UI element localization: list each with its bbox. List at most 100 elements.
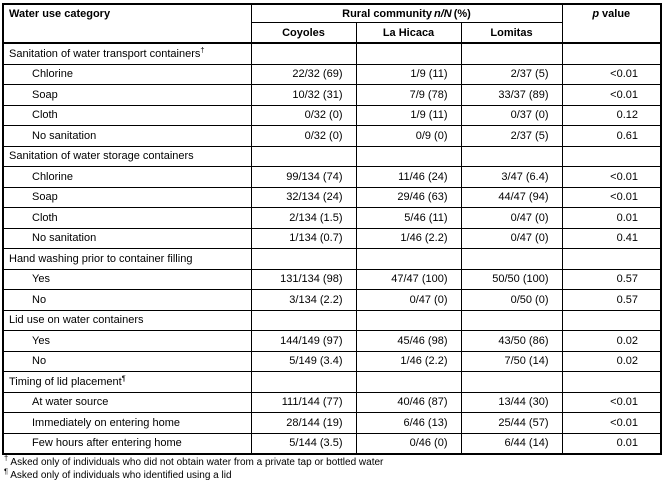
- value-cell-la-hicaca: 1/46 (2.2): [355, 350, 462, 372]
- value-cell-la-hicaca: 6/46 (13): [355, 412, 462, 434]
- row-label: Soap: [2, 84, 252, 106]
- value-cell-coyoles: 131/134 (98): [250, 268, 357, 290]
- footnote-marker: ¶: [4, 466, 9, 476]
- value-cell-la-hicaca: 7/9 (78): [355, 84, 462, 106]
- row-label: Immediately on entering home: [2, 412, 252, 434]
- row-label: No: [2, 289, 252, 311]
- value-cell-coyoles: 1/134 (0.7): [250, 227, 357, 249]
- col-header-coyoles: Coyoles: [250, 22, 357, 44]
- empty-cell: [460, 42, 563, 65]
- row-label: No sanitation: [2, 227, 252, 249]
- value-cell-la-hicaca: 40/46 (87): [355, 391, 462, 413]
- value-cell-la-hicaca: 1/9 (11): [355, 63, 462, 85]
- value-cell-la-hicaca: 5/46 (11): [355, 207, 462, 229]
- data-row-cloth: Cloth 2/134 (1.5) 5/46 (11) 0/47 (0) 0.01: [2, 207, 662, 229]
- value-cell-coyoles: 5/144 (3.5): [250, 432, 357, 455]
- section-row-timing-of-lid-placement: Timing of lid placement¶: [2, 371, 662, 393]
- p-value-cell: 0.61: [561, 125, 662, 147]
- section-row-sanitation-of-water-transport-containers: Sanitation of water transport containers…: [2, 42, 662, 65]
- empty-cell: [355, 371, 462, 393]
- row-label: Chlorine: [2, 63, 252, 85]
- col-header-category: Water use category: [2, 3, 252, 44]
- p-value-cell: <0.01: [561, 412, 662, 434]
- empty-cell: [250, 42, 357, 65]
- community-group-suffix: (%): [453, 7, 471, 20]
- p-value-cell: <0.01: [561, 166, 662, 188]
- data-row-chlorine: Chlorine 99/134 (74) 11/46 (24) 3/47 (6.4) <…: [2, 166, 662, 188]
- empty-cell: [460, 248, 563, 270]
- data-row-no-sanitation: No sanitation 0/32 (0) 0/9 (0) 2/37 (5) 0.61: [2, 125, 662, 147]
- section-label: Timing of lid placement¶: [2, 371, 252, 393]
- row-label: Soap: [2, 186, 252, 208]
- value-cell-lomitas: 33/37 (89): [460, 84, 563, 106]
- value-cell-lomitas: 0/50 (0): [460, 289, 563, 311]
- section-label: Hand washing prior to container filling: [2, 248, 252, 270]
- value-cell-la-hicaca: 1/46 (2.2): [355, 227, 462, 249]
- value-cell-lomitas: 13/44 (30): [460, 391, 563, 413]
- value-cell-coyoles: 28/144 (19): [250, 412, 357, 434]
- value-cell-la-hicaca: 11/46 (24): [355, 166, 462, 188]
- value-cell-lomitas: 0/37 (0): [460, 104, 563, 126]
- p-value-cell: 0.02: [561, 350, 662, 372]
- value-cell-la-hicaca: 47/47 (100): [355, 268, 462, 290]
- value-cell-coyoles: 99/134 (74): [250, 166, 357, 188]
- empty-cell: [355, 145, 462, 167]
- p-value-cell: 0.02: [561, 330, 662, 352]
- p-value-cell: <0.01: [561, 63, 662, 85]
- p-value-cell: <0.01: [561, 84, 662, 106]
- footnote-marker: †: [4, 453, 9, 463]
- value-cell-coyoles: 144/149 (97): [250, 330, 357, 352]
- p-value-cell: 0.01: [561, 207, 662, 229]
- value-cell-lomitas: 0/47 (0): [460, 227, 563, 249]
- footnote-marker: ¶: [121, 373, 126, 383]
- empty-cell: [460, 371, 563, 393]
- value-cell-la-hicaca: 0/9 (0): [355, 125, 462, 147]
- p-value-cell: 0.57: [561, 268, 662, 290]
- section-label: Lid use on water containers: [2, 309, 252, 331]
- row-label: Yes: [2, 268, 252, 290]
- value-cell-coyoles: 2/134 (1.5): [250, 207, 357, 229]
- section-row-lid-use-on-water-containers: Lid use on water containers: [2, 309, 662, 331]
- p-value-cell: 0.41: [561, 227, 662, 249]
- empty-cell: [460, 309, 563, 331]
- value-cell-la-hicaca: 0/46 (0): [355, 432, 462, 455]
- value-cell-coyoles: 5/149 (3.4): [250, 350, 357, 372]
- data-row-no: No 5/149 (3.4) 1/46 (2.2) 7/50 (14) 0.02: [2, 350, 662, 372]
- header-row-2: Coyoles La Hicaca Lomitas: [3, 22, 661, 44]
- row-label: No sanitation: [2, 125, 252, 147]
- section-label: Sanitation of water transport containers…: [2, 42, 252, 65]
- pvalue-header-label: value: [602, 8, 631, 20]
- value-cell-lomitas: 43/50 (86): [460, 330, 563, 352]
- value-cell-lomitas: 25/44 (57): [460, 412, 563, 434]
- value-cell-coyoles: 10/32 (31): [250, 84, 357, 106]
- empty-cell: [250, 371, 357, 393]
- row-label: Chlorine: [2, 166, 252, 188]
- footnote: † Asked only of individuals who did not …: [4, 453, 384, 468]
- data-row-soap: Soap 10/32 (31) 7/9 (78) 33/37 (89) <0.01: [2, 84, 662, 106]
- row-label: At water source: [2, 391, 252, 413]
- header-row-1: Water use category Rural community n/N (%)…: [2, 3, 662, 44]
- value-cell-lomitas: 0/47 (0): [460, 207, 563, 229]
- community-group-prefix: Rural community: [342, 7, 432, 20]
- value-cell-coyoles: 3/134 (2.2): [250, 289, 357, 311]
- empty-cell: [561, 371, 662, 393]
- p-value-cell: <0.01: [561, 391, 662, 413]
- empty-cell: [561, 309, 662, 331]
- value-cell-coyoles: 0/32 (0): [250, 104, 357, 126]
- data-row-yes: Yes 131/134 (98) 47/47 (100) 50/50 (100) 0.5…: [2, 268, 662, 290]
- value-cell-lomitas: 3/47 (6.4): [460, 166, 563, 188]
- section-row-hand-washing-prior-to-container-filling: Hand washing prior to container filling: [2, 248, 662, 270]
- empty-cell: [250, 248, 357, 270]
- footnote: ¶ Asked only of individuals who identifi…: [4, 466, 232, 481]
- empty-cell: [561, 145, 662, 167]
- row-label: Few hours after entering home: [2, 432, 252, 455]
- community-group-nN: n/N: [434, 7, 452, 20]
- col-header-pvalue: p value: [561, 3, 662, 44]
- section-label: Sanitation of water storage containers: [2, 145, 252, 167]
- footnotes: † Asked only of individuals who did not …: [4, 453, 666, 482]
- value-cell-coyoles: 111/144 (77): [250, 391, 357, 413]
- value-cell-coyoles: 0/32 (0): [250, 125, 357, 147]
- p-value-cell: 0.01: [561, 432, 662, 455]
- empty-cell: [355, 309, 462, 331]
